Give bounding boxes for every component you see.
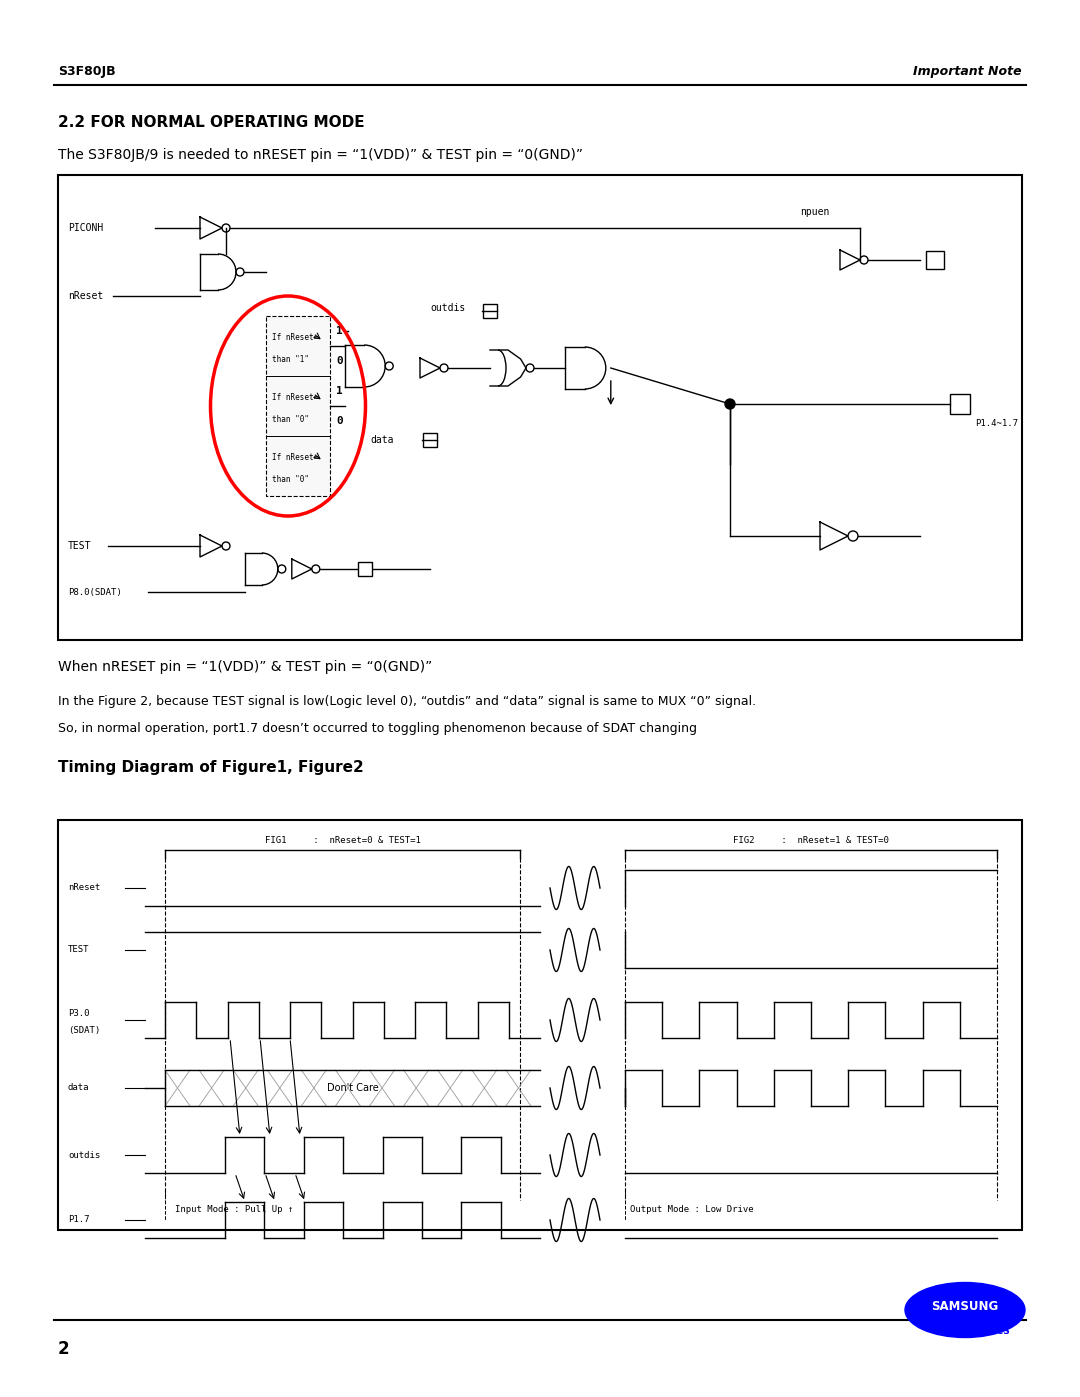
- FancyBboxPatch shape: [266, 316, 330, 496]
- Text: npuen: npuen: [800, 207, 829, 217]
- Bar: [950, 394, 970, 414]
- Bar: [423, 433, 437, 447]
- Text: FIG2     :  nReset=1 & TEST=0: FIG2 : nReset=1 & TEST=0: [733, 835, 889, 845]
- Text: The S3F80JB/9 is needed to nRESET pin = “1(VDD)” & TEST pin = “0(GND)”: The S3F80JB/9 is needed to nRESET pin = …: [58, 148, 583, 162]
- Text: Important Note: Important Note: [914, 66, 1022, 78]
- Text: PICONH: PICONH: [68, 224, 104, 233]
- Text: 1: 1: [336, 326, 342, 337]
- Text: If nReset=: If nReset=: [272, 332, 319, 341]
- Text: P8.0(SDAT): P8.0(SDAT): [68, 588, 122, 597]
- Bar: [483, 305, 497, 319]
- Text: 1: 1: [336, 386, 342, 395]
- Text: than "0": than "0": [272, 475, 309, 485]
- Text: P1.7: P1.7: [68, 1215, 90, 1225]
- Text: SAMSUNG: SAMSUNG: [931, 1299, 999, 1313]
- Text: Don't Care: Don't Care: [326, 1083, 378, 1092]
- Text: data: data: [68, 1084, 90, 1092]
- Text: So, in normal operation, port1.7 doesn’t occurred to toggling phenomenon because: So, in normal operation, port1.7 doesn’t…: [58, 722, 697, 735]
- FancyBboxPatch shape: [58, 175, 1022, 640]
- Text: data: data: [370, 434, 393, 446]
- FancyBboxPatch shape: [58, 820, 1022, 1229]
- Text: FIG1     :  nReset=0 & TEST=1: FIG1 : nReset=0 & TEST=1: [265, 835, 420, 845]
- Text: If nReset=: If nReset=: [272, 393, 319, 401]
- Text: S3F80JB: S3F80JB: [58, 66, 116, 78]
- Text: nReset: nReset: [68, 291, 104, 300]
- Text: (SDAT): (SDAT): [68, 1025, 100, 1035]
- Text: ELECTRONICS: ELECTRONICS: [940, 1327, 1010, 1337]
- Circle shape: [725, 400, 735, 409]
- Text: P1.4~1.7: P1.4~1.7: [975, 419, 1018, 429]
- Text: than "0": than "0": [272, 415, 309, 425]
- Bar: [926, 251, 944, 270]
- Text: If nReset=: If nReset=: [272, 453, 319, 461]
- Text: 2.2 FOR NORMAL OPERATING MODE: 2.2 FOR NORMAL OPERATING MODE: [58, 115, 365, 130]
- Text: than "1": than "1": [272, 355, 309, 365]
- Text: When nRESET pin = “1(VDD)” & TEST pin = “0(GND)”: When nRESET pin = “1(VDD)” & TEST pin = …: [58, 659, 432, 673]
- Text: Timing Diagram of Figure1, Figure2: Timing Diagram of Figure1, Figure2: [58, 760, 364, 775]
- Text: 0: 0: [336, 356, 342, 366]
- Text: P3.0: P3.0: [68, 1009, 90, 1017]
- Bar: [357, 562, 372, 576]
- Text: outdis: outdis: [430, 303, 465, 313]
- Text: Output Mode : Low Drive: Output Mode : Low Drive: [630, 1206, 754, 1214]
- Text: outdis: outdis: [68, 1151, 100, 1160]
- Text: Input Mode : Pull Up ↑: Input Mode : Pull Up ↑: [175, 1206, 294, 1214]
- Text: 2: 2: [58, 1340, 69, 1358]
- Text: nReset: nReset: [68, 883, 100, 893]
- Text: TEST: TEST: [68, 541, 92, 550]
- Text: 0: 0: [336, 416, 342, 426]
- Ellipse shape: [905, 1282, 1025, 1337]
- Text: In the Figure 2, because TEST signal is low(Logic level 0), “outdis” and “data” : In the Figure 2, because TEST signal is …: [58, 694, 756, 708]
- Text: TEST: TEST: [68, 946, 90, 954]
